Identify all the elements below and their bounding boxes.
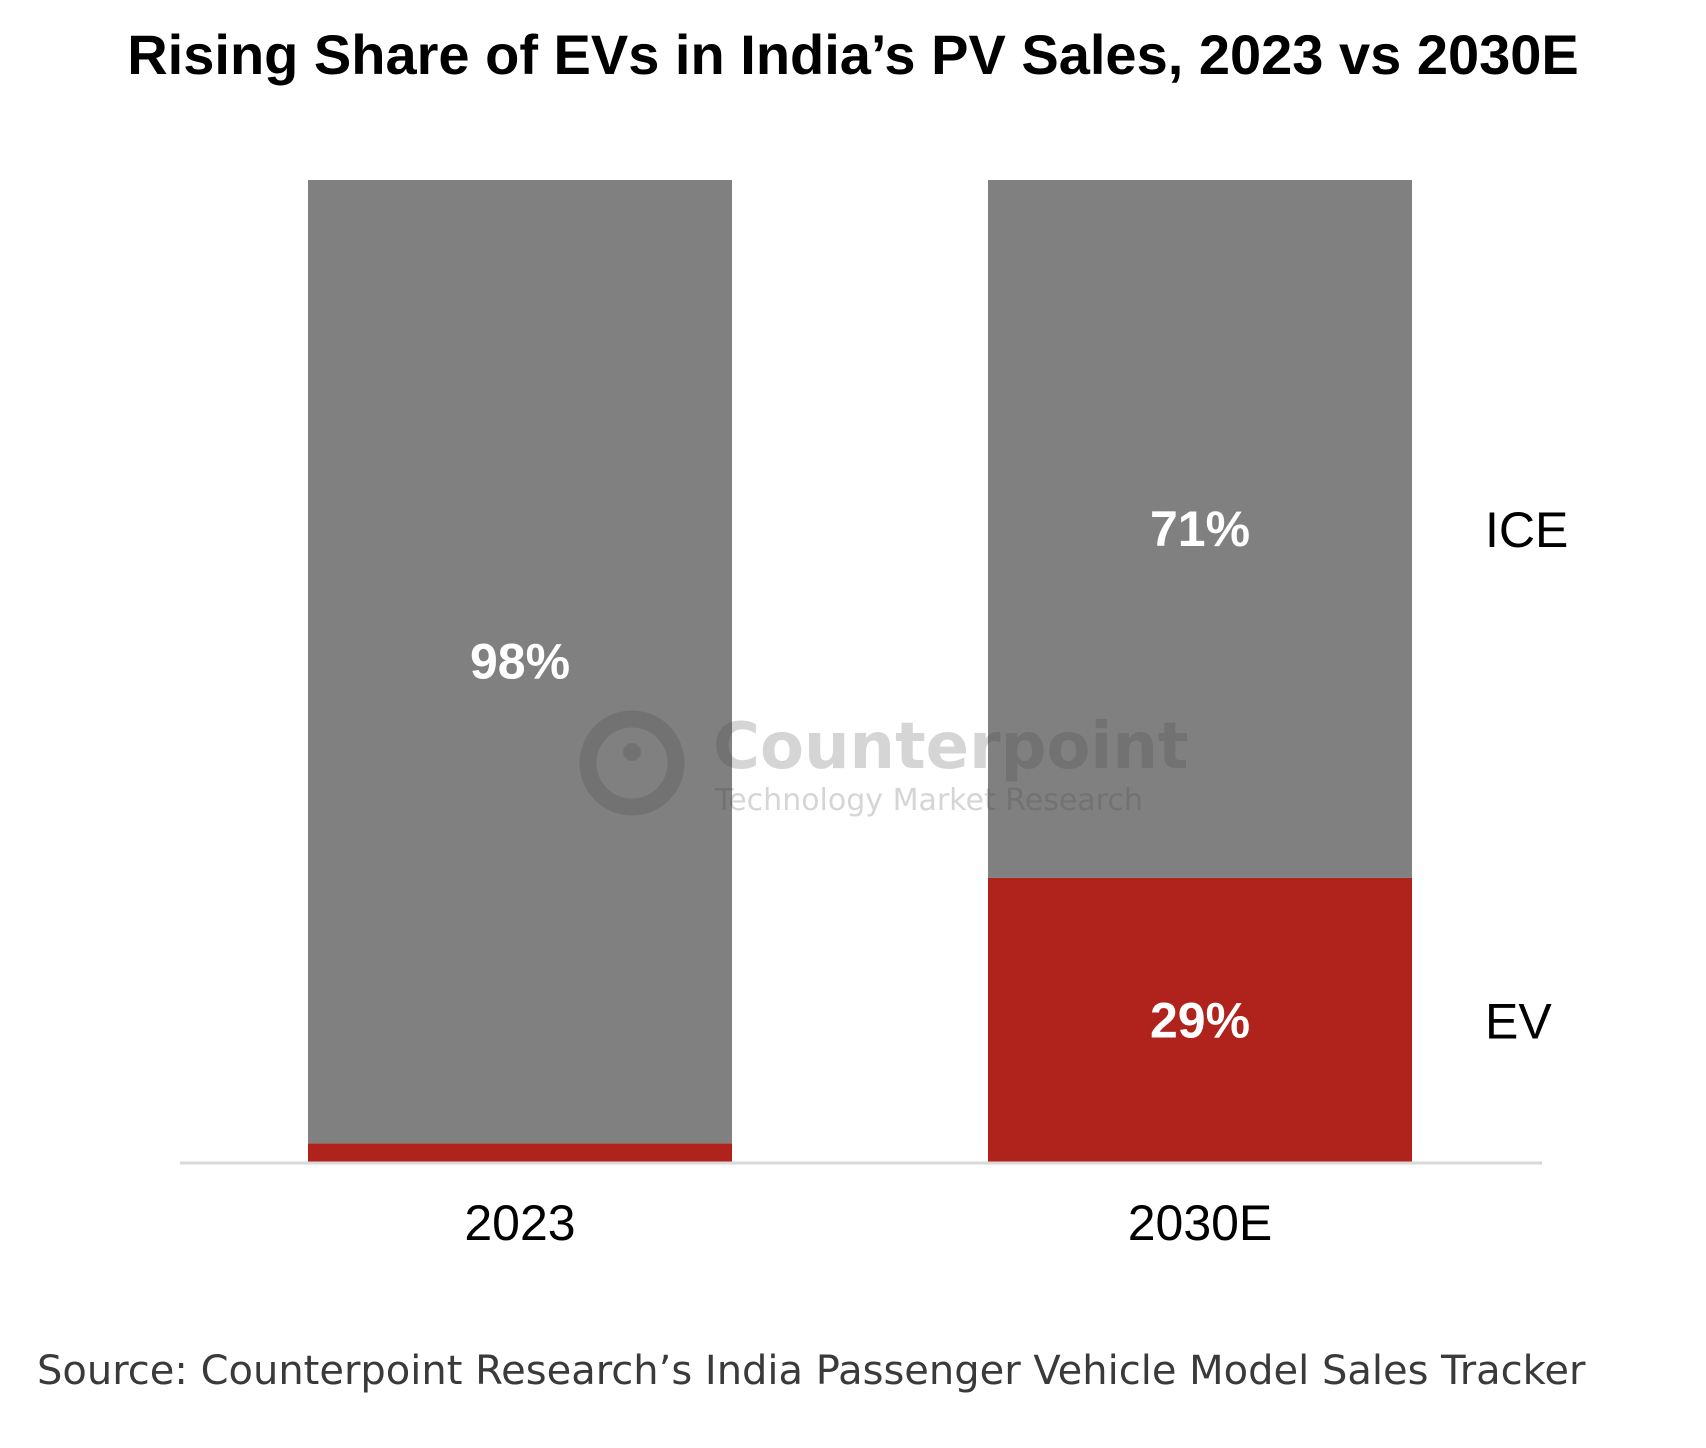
chart-title: Rising Share of EVs in India’s PV Sales,… (127, 23, 1579, 86)
bar-ev-2023 (308, 1143, 732, 1163)
watermark-logo-dot-icon (623, 743, 641, 761)
watermark-logo-icon (579, 710, 685, 816)
data-label-ice-2023: 98% (470, 634, 570, 690)
x-tick-label-2030e: 2030E (1128, 1195, 1273, 1251)
bars-layer (308, 180, 1412, 1163)
data-label-ice-2030e: 71% (1150, 501, 1250, 557)
data-label-ev-2030e: 29% (1150, 992, 1250, 1048)
labels-layer: 98% 2023 29% 71% 2030E (464, 501, 1272, 1251)
legend-label-ice: ICE (1485, 502, 1568, 558)
bar-ice-2023 (308, 180, 732, 1144)
bar-ice-2030e (988, 180, 1412, 878)
counterpoint-watermark: Counterpoint Technology Market Research (579, 710, 1189, 818)
watermark-tagline: Technology Market Research (714, 783, 1143, 818)
watermark-brand: Counterpoint (713, 710, 1189, 784)
source-note: Source: Counterpoint Research’s India Pa… (37, 1348, 1586, 1394)
legend: EV ICE (1485, 502, 1568, 1049)
legend-label-ev: EV (1485, 993, 1552, 1049)
x-tick-label-2023: 2023 (464, 1195, 575, 1251)
bar-ev-2030e (988, 877, 1412, 1163)
